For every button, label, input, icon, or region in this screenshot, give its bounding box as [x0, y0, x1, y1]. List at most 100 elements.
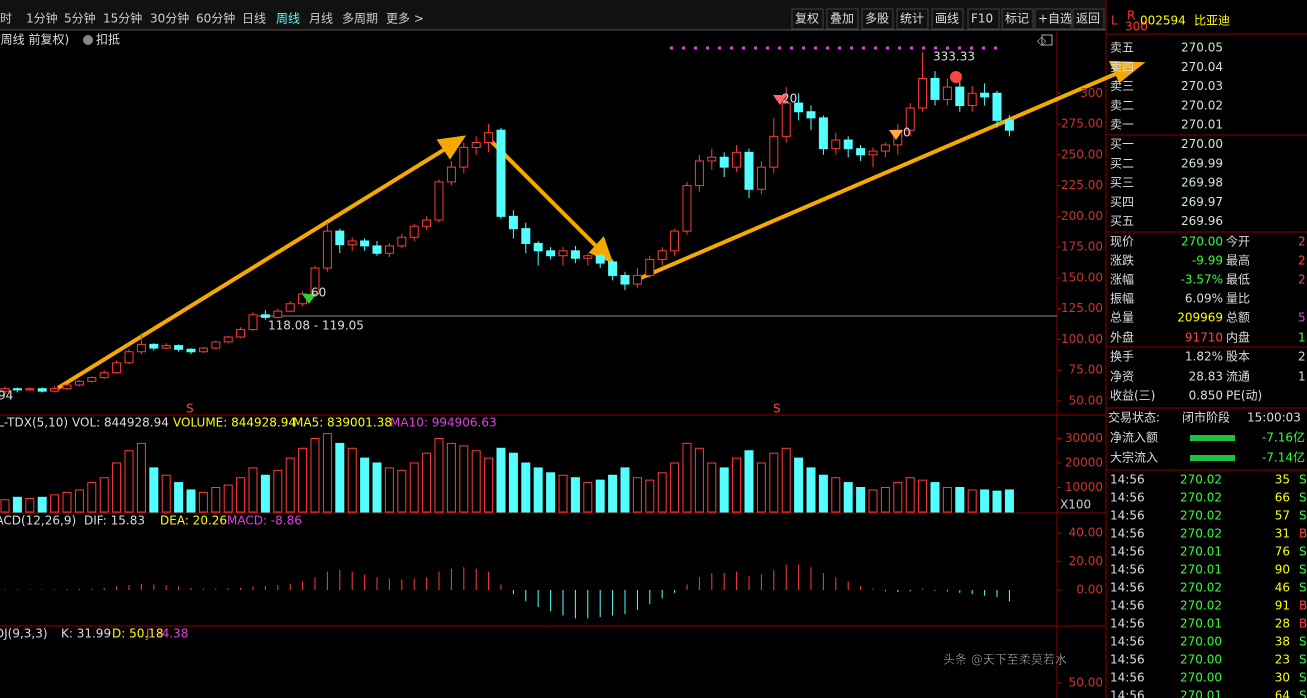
period-tab[interactable]: 30分钟: [150, 11, 189, 26]
volume-bar: [719, 467, 729, 513]
period-tab[interactable]: 5分钟: [64, 11, 96, 26]
volume-bar: [583, 482, 593, 513]
book-price: 270.03: [1181, 79, 1223, 93]
period-tab[interactable]: 60分钟: [196, 11, 235, 26]
y-tick-label: 200.00: [1061, 209, 1103, 223]
period-tab[interactable]: 日线: [242, 12, 266, 26]
period-tab[interactable]: 15分钟: [103, 11, 142, 26]
indicator-label: J: -4.38: [145, 627, 188, 641]
candle-body: [273, 310, 283, 318]
period-tab[interactable]: 多周期: [342, 12, 378, 26]
candle-body: [806, 111, 816, 119]
candle-body: [620, 274, 630, 285]
candle-body: [174, 345, 184, 350]
toolbar-button[interactable]: [826, 8, 859, 30]
y-tick-label: 225.00: [1061, 178, 1103, 192]
volume-bar: [930, 482, 940, 513]
toolbar-button-label[interactable]: 返回: [1076, 12, 1100, 26]
trade-side: S: [1299, 491, 1307, 505]
candle-body: [136, 343, 146, 353]
y-tick-label: 20000: [1065, 456, 1103, 470]
toolbar-button[interactable]: [896, 8, 929, 30]
candle-body: [645, 258, 655, 276]
trade-side: S: [1299, 563, 1307, 577]
toolbar-button-label[interactable]: +自选: [1038, 12, 1072, 26]
toolbar-button[interactable]: [791, 8, 824, 30]
volume-bar: [223, 484, 233, 513]
toolbar-button[interactable]: [931, 8, 964, 30]
marker-icon: [889, 130, 903, 140]
volume-bar: [99, 477, 109, 513]
toolbar-button-label[interactable]: 复权: [795, 12, 819, 26]
flow-value: -7.14亿: [1262, 450, 1305, 465]
volume-bar: [335, 442, 345, 513]
volume-bar: [471, 450, 481, 513]
volume-bar: [260, 474, 270, 513]
candle-body: [707, 156, 717, 162]
candle-body: [843, 139, 853, 150]
y-tick-label: 175.00: [1061, 240, 1103, 254]
quote-value: -9.99: [1192, 254, 1223, 268]
pane-title: KDJ(9,3,3): [0, 627, 48, 641]
volume-bar: [657, 472, 667, 513]
toolbar-button[interactable]: [1072, 8, 1105, 30]
quote-label: 流通: [1226, 370, 1250, 384]
marker-icon: [950, 71, 962, 83]
toolbar-button[interactable]: [861, 8, 894, 30]
volume-bar: [992, 490, 1002, 513]
period-tab[interactable]: 1分钟: [26, 11, 58, 26]
flow-label: 净流入额: [1110, 431, 1158, 445]
period-tab[interactable]: 分时: [0, 12, 12, 26]
trade-volume: 30: [1275, 671, 1290, 685]
toolbar-button[interactable]: [1034, 8, 1072, 30]
volume-bar: [707, 462, 717, 513]
toolbar-button-label[interactable]: 统计: [900, 12, 924, 26]
trade-time: 14:56: [1110, 491, 1145, 505]
trade-side: S: [1299, 635, 1307, 649]
toolbar-button-label[interactable]: 标记: [1005, 12, 1029, 26]
option-icon[interactable]: [83, 35, 93, 45]
candle-body: [496, 129, 506, 217]
trade-time: 14:56: [1110, 545, 1145, 559]
quote-value: 2: [1298, 350, 1306, 364]
period-tab[interactable]: 更多 >: [386, 12, 424, 26]
toolbar-button-label[interactable]: F10: [971, 12, 993, 26]
y-tick-label: 125.00: [1061, 301, 1103, 315]
candle-body: [632, 274, 642, 285]
volume-bar: [794, 457, 804, 513]
volume-bar: [856, 487, 866, 513]
toolbar-button[interactable]: [1001, 8, 1034, 30]
quote-label: 最低: [1226, 273, 1250, 287]
book-label: 买五: [1110, 214, 1134, 228]
indicator-label: VOLUME: 844928.94: [173, 416, 296, 430]
candle-body: [372, 245, 382, 254]
toolbar-button-label[interactable]: 多股: [865, 12, 889, 26]
volume-bar: [645, 479, 655, 513]
volume-bar: [136, 442, 146, 513]
toolbar-button[interactable]: [967, 8, 1000, 30]
volume-bar: [37, 496, 47, 513]
status-value: 闭市阶段: [1182, 410, 1230, 425]
candle-body: [149, 343, 159, 349]
quote-label: 净资: [1110, 370, 1134, 384]
quote-label: 现价: [1110, 235, 1134, 249]
book-label: 卖三: [1110, 79, 1134, 93]
toolbar-button-label[interactable]: 叠加: [830, 12, 854, 26]
candle-body: [62, 384, 72, 390]
candle-body: [248, 314, 258, 331]
candle-body: [769, 135, 779, 168]
y-tick-label: 275.00: [1061, 117, 1103, 131]
window-icon[interactable]: [1041, 34, 1053, 46]
market: L: [1111, 14, 1118, 28]
candle-body: [223, 336, 233, 343]
toolbar-button-label[interactable]: 画线: [935, 12, 959, 26]
trade-volume: 31: [1275, 527, 1290, 541]
trade-volume: 28: [1275, 617, 1290, 631]
trade-time: 14:56: [1110, 563, 1145, 577]
trade-price: 270.01: [1180, 545, 1222, 559]
period-tab[interactable]: 周线: [276, 12, 300, 26]
quote-label: 内盘: [1226, 330, 1250, 345]
period-tab[interactable]: 月线: [309, 12, 333, 26]
y-tick-label: 250.00: [1061, 147, 1103, 161]
